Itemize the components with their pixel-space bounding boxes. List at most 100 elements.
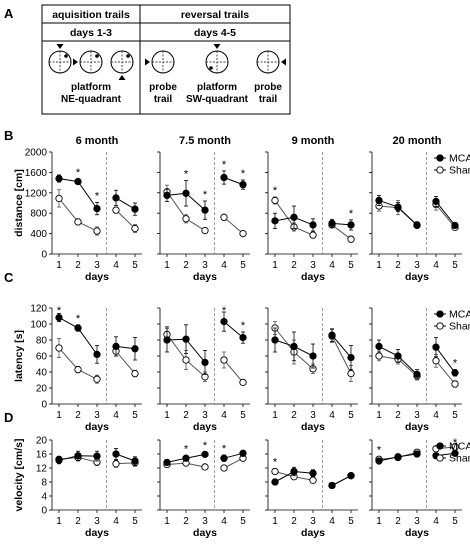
significance-star: * [57, 305, 62, 317]
x-tick-label: 4 [329, 516, 335, 527]
series-mcao [55, 447, 139, 466]
x-tick-label: 4 [113, 410, 119, 421]
data-point [131, 369, 139, 378]
start-position-arrow [281, 58, 286, 66]
x-tick-label: 2 [291, 260, 297, 271]
significance-star: * [95, 190, 100, 202]
x-axis-label: days [405, 271, 429, 283]
data-point [271, 217, 279, 225]
panel-label-c: C [4, 270, 14, 285]
data-point [239, 333, 247, 342]
data-point [394, 203, 402, 211]
x-tick-label: 1 [272, 410, 278, 421]
maze-circle-4 [145, 50, 175, 74]
chart-c-2: 1 2 3 4 5 days * * [157, 305, 250, 433]
data-point [182, 215, 190, 223]
series-line [223, 359, 244, 383]
legend-label: Sham [449, 453, 470, 465]
legend-label: MCAO [449, 153, 470, 165]
x-tick-label: 3 [202, 410, 208, 421]
significance-star: * [222, 159, 227, 171]
series-line [435, 346, 456, 374]
series-line [115, 197, 136, 210]
chart-d-2: 1 2 3 4 5 days * * * [157, 439, 250, 539]
data-point [55, 313, 63, 322]
y-tick-label: 0 [41, 250, 47, 261]
series-mcao [163, 311, 247, 375]
x-tick-label: 4 [221, 516, 227, 527]
data-point [328, 219, 336, 228]
x-axis-label: days [193, 421, 217, 433]
data-point [309, 231, 317, 239]
x-tick-label: 1 [272, 260, 278, 271]
data-point [74, 452, 82, 460]
data-point [201, 450, 209, 458]
data-point [201, 463, 209, 471]
data-point [432, 197, 440, 206]
data-point [220, 464, 228, 472]
significance-star: * [453, 358, 458, 370]
data-point [201, 358, 209, 367]
platform-dot [95, 54, 99, 58]
legend-label: Sham [449, 321, 470, 333]
x-tick-label: 4 [433, 260, 439, 271]
x-tick-label: 1 [56, 410, 62, 421]
y-tick-label: 16 [36, 450, 48, 461]
legend-label: MCAO [449, 441, 470, 453]
x-tick-label: 3 [202, 516, 208, 527]
y-axis-label: velocity [cm/s] [13, 439, 25, 512]
x-tick-label: 3 [414, 260, 420, 271]
data-point [182, 356, 190, 364]
x-tick-label: 2 [183, 260, 189, 271]
series-mcao [375, 194, 459, 230]
data-point [74, 218, 82, 226]
data-point [347, 235, 355, 243]
chart-title: 9 month [292, 135, 335, 147]
y-axis-label: latency [s] [13, 330, 25, 382]
legend-marker [436, 454, 444, 462]
x-tick-label: 5 [348, 410, 354, 421]
significance-star: * [241, 168, 246, 180]
significance-star: * [76, 167, 81, 179]
data-point [271, 196, 279, 205]
chart-b-3: 1 2 3 4 5 days 9 month * * [265, 135, 358, 283]
x-tick-label: 2 [75, 410, 81, 421]
x-tick-label: 2 [395, 516, 401, 527]
data-point [182, 335, 190, 343]
data-point [375, 196, 383, 205]
data-point [112, 460, 120, 468]
data-point [413, 370, 421, 379]
x-tick-label: 4 [433, 516, 439, 527]
data-point [271, 336, 279, 344]
x-tick-label: 3 [414, 410, 420, 421]
significance-star: * [377, 444, 382, 456]
x-tick-label: 5 [132, 260, 138, 271]
data-point [220, 173, 228, 182]
data-point [309, 352, 317, 360]
y-tick-label: 4 [41, 492, 47, 503]
data-point [239, 378, 247, 387]
legend-marker [436, 310, 444, 318]
label-platform-sw: platform SW-quadrant [186, 82, 249, 105]
data-point [413, 221, 421, 229]
x-tick-label: 1 [272, 516, 278, 527]
panel-label-d: D [4, 410, 13, 425]
y-tick-label: 2000 [25, 148, 48, 159]
x-tick-label: 3 [94, 410, 100, 421]
x-tick-label: 1 [376, 516, 382, 527]
series-sham [55, 189, 139, 236]
series-line [223, 321, 244, 338]
significance-star: * [453, 437, 458, 449]
maze-circle-6 [256, 50, 286, 74]
y-tick-label: 400 [30, 229, 47, 240]
data-point [220, 213, 228, 221]
legend-marker [436, 154, 444, 162]
data-point [163, 336, 171, 344]
chart-b-1: 0 400 800 1200 1600 2000 1 2 3 4 5 days 6 month dista… [13, 135, 142, 283]
data-point [93, 204, 101, 213]
maze-circle-3 [110, 50, 134, 80]
y-tick-label: 20 [36, 384, 48, 395]
data-point [55, 344, 63, 352]
